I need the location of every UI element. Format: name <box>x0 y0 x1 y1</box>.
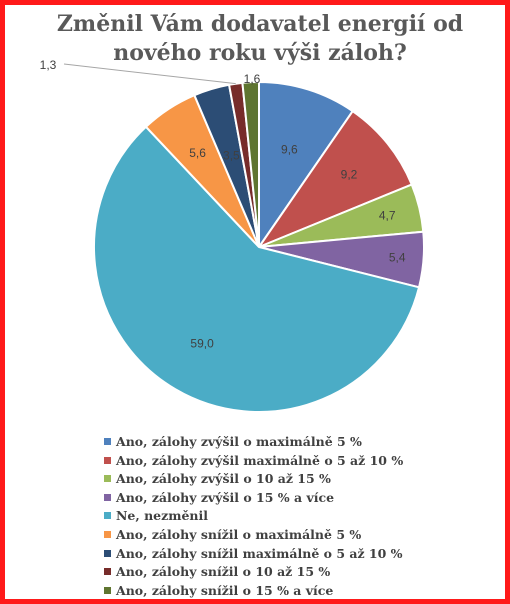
legend-label-8: Ano, zálohy snížil o 10 až 15 % <box>116 564 331 580</box>
legend-swatch-7 <box>104 549 111 557</box>
data-label-4: 5,4 <box>389 251 406 265</box>
data-label-7: 3,5 <box>223 148 240 162</box>
legend-label-3: Ano, zálohy zvýšil o 10 až 15 % <box>116 471 331 487</box>
legend-label-7: Ano, zálohy snížil maximálně o 5 až 10 % <box>116 545 403 561</box>
legend-item-5: Ne, nezměnil <box>104 507 403 526</box>
legend-swatch-1 <box>104 438 111 445</box>
legend-label-4: Ano, zálohy zvýšil o 15 % a více <box>116 489 335 505</box>
legend-item-7: Ano, zálohy snížil maximálně o 5 až 10 % <box>104 545 403 564</box>
legend-swatch-4 <box>104 493 111 501</box>
leader-line-8 <box>63 63 236 85</box>
data-label-2: 9,2 <box>341 168 358 182</box>
pie-chart: 9,6 9,2 4,7 5,4 59,0 5,6 3,5 1,3 1,6 <box>40 58 425 413</box>
legend-item-6: Ano, zálohy snížil o maximálně 5 % <box>104 526 403 545</box>
legend-label-1: Ano, zálohy zvýšil o maximálně 5 % <box>116 434 362 449</box>
chart-legend: Ano, zálohy zvýšil o maximálně 5 % Ano, z… <box>104 433 403 600</box>
legend-swatch-2 <box>104 456 111 464</box>
data-label-6: 5,6 <box>189 146 206 160</box>
data-label-3: 4,7 <box>379 209 396 223</box>
data-label-5: 59,0 <box>190 337 214 351</box>
pie-slice-9 <box>241 80 260 248</box>
legend-label-2: Ano, zálohy zvýšil maximálně o 5 až 10 % <box>116 452 404 468</box>
legend-swatch-9 <box>104 586 111 594</box>
legend-item-9: Ano, zálohy snížil o 15 % a více <box>104 582 403 601</box>
legend-item-3: Ano, zálohy zvýšil o 10 až 15 % <box>104 470 403 489</box>
legend-label-6: Ano, zálohy snížil o maximálně 5 % <box>116 526 362 542</box>
legend-label-5: Ne, nezměnil <box>116 508 208 524</box>
chart-title: Změnil Vám dodavatel energií od nového r… <box>56 11 464 66</box>
data-label-1: 9,6 <box>281 142 298 156</box>
pie-slice-2 <box>256 109 414 250</box>
pie-slice-1 <box>258 80 355 251</box>
data-label-9: 1,6 <box>244 72 261 86</box>
legend-swatch-8 <box>104 568 111 576</box>
legend-item-8: Ano, zálohy snížil o 10 až 15 % <box>104 563 403 582</box>
legend-label-9: Ano, zálohy snížil o 15 % a více <box>116 582 334 598</box>
pie-slice-5 <box>93 125 421 413</box>
legend-item-4: Ano, zálohy zvýšil o 15 % a více <box>104 489 403 508</box>
legend-swatch-6 <box>104 530 111 538</box>
legend-swatch-3 <box>104 475 111 483</box>
legend-item-2: Ano, zálohy zvýšil maximálně o 5 až 10 % <box>104 452 403 471</box>
legend-swatch-5 <box>104 512 111 520</box>
data-label-8: 1,3 <box>40 58 57 72</box>
legend-item-1: Ano, zálohy zvýšil o maximálně 5 % <box>104 433 403 452</box>
